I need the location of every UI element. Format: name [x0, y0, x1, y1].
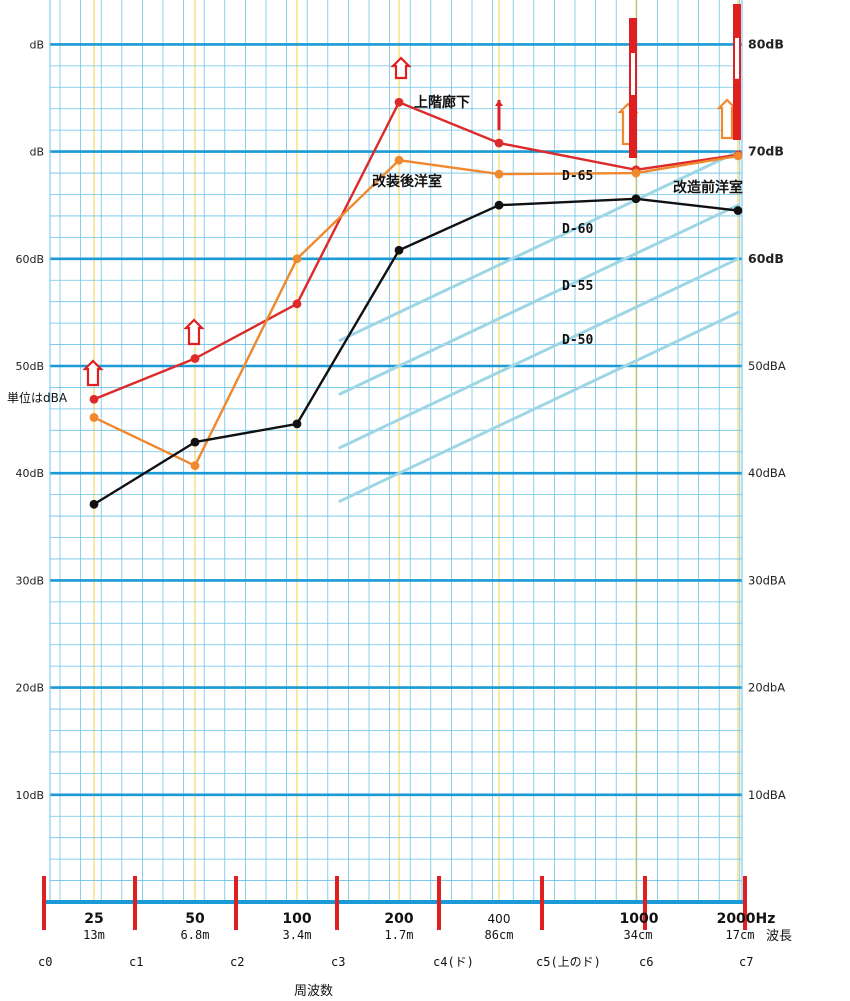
octave-label-5: c5(上のド)	[536, 955, 601, 969]
wavelength-label-3: 1.7m	[385, 928, 414, 942]
wavelength-title: 波長	[766, 929, 792, 944]
plot-area	[48, 0, 744, 902]
y-right-label-0: 80dB	[748, 36, 784, 51]
x-axis-title: 周波数	[294, 984, 333, 999]
y-right-label-1: 70dB	[748, 144, 784, 159]
y-left-label-1: dB	[29, 146, 44, 159]
y-right-label-6: 20dbA	[748, 681, 785, 695]
series-1-point-6	[733, 151, 743, 161]
x-tick-label-4: 400	[488, 912, 511, 926]
x-tick-label-5: 1000	[620, 911, 659, 927]
series-1-point-2	[292, 254, 302, 264]
up-arrow-marker-1	[183, 318, 205, 346]
series-2-point-4	[494, 200, 504, 210]
axes	[42, 876, 747, 930]
up-arrow-marker-0	[82, 359, 104, 387]
wavelength-label-0: 13m	[83, 928, 105, 942]
x-tick-label-6: 2000Hz	[717, 911, 776, 927]
d-curve-label-0: D-65	[562, 169, 593, 184]
series-1-point-4	[494, 169, 504, 179]
series-1-point-3	[394, 155, 404, 165]
wavelength-label-4: 86cm	[485, 928, 514, 942]
series-0-point-0	[89, 394, 99, 404]
series-1-point-0	[89, 413, 99, 422]
d-curve-label-1: D-60	[562, 222, 593, 237]
y-left-label-3: 50dB	[15, 360, 44, 373]
grid	[48, 0, 744, 902]
x-tick-label-3: 200	[384, 911, 413, 927]
data-series	[82, 4, 743, 509]
wavelength-label-2: 3.4m	[283, 928, 312, 942]
series-2-point-1	[190, 437, 200, 447]
y-left-label-7: 10dB	[15, 789, 44, 802]
series-1-point-1	[190, 461, 200, 471]
up-arrow-marker-5	[629, 18, 637, 158]
series-2-point-3	[394, 245, 404, 255]
y-right-label-2: 60dB	[748, 251, 784, 266]
octave-label-4: c4(ド)	[433, 955, 474, 969]
y-left-label-2: 60dB	[15, 253, 44, 266]
octave-label-3: c3	[331, 955, 345, 969]
y-left-label-0: dB	[29, 38, 44, 51]
wavelength-label-6: 17cm	[726, 928, 755, 942]
up-arrow-marker-7	[733, 4, 741, 140]
octave-label-7: c7	[739, 955, 753, 969]
octave-label-0: c0	[38, 955, 52, 969]
d-curve-3	[338, 310, 740, 503]
octave-label-2: c2	[230, 955, 244, 969]
wavelength-label-5: 34cm	[624, 928, 653, 942]
series-1-point-5	[631, 168, 641, 178]
octave-label-6: c6	[639, 955, 653, 969]
d-curve-1	[338, 203, 740, 396]
d-curve-2	[338, 257, 740, 450]
series-0-point-1	[190, 354, 200, 363]
series-2-point-2	[292, 419, 302, 429]
d-curve-label-3: D-50	[562, 333, 593, 348]
up-arrow-marker-2	[390, 56, 412, 80]
x-tick-label-1: 50	[185, 911, 205, 927]
y-left-label-6: 20dB	[15, 682, 44, 695]
series-2-point-6	[733, 206, 743, 215]
series-2-point-0	[89, 499, 99, 509]
octave-label-1: c1	[129, 955, 143, 969]
up-arrow-marker-3	[495, 100, 503, 130]
y-left-label-5: 30dB	[15, 574, 44, 587]
d-curves	[338, 150, 740, 503]
wavelength-label-1: 6.8m	[181, 928, 210, 942]
d-curve-label-2: D-55	[562, 279, 593, 294]
x-tick-label-0: 25	[84, 911, 103, 927]
y-right-label-7: 10dBA	[748, 788, 786, 802]
y-right-label-3: 50dBA	[748, 359, 786, 373]
series-label-1: 改装後洋室	[372, 173, 442, 190]
d-curve-0	[338, 150, 740, 342]
series-0-point-4	[494, 138, 504, 148]
up-arrow-marker-6	[716, 98, 738, 140]
unit-note: 単位はdBA	[7, 390, 68, 405]
y-right-label-4: 40dBA	[748, 466, 786, 480]
series-0-point-3	[394, 97, 404, 107]
x-tick-label-2: 100	[282, 911, 311, 927]
y-left-label-4: 40dB	[15, 467, 44, 480]
series-label-0: 上階廊下	[414, 94, 470, 111]
series-label-2: 改造前洋室	[673, 179, 743, 196]
y-right-label-5: 30dBA	[748, 573, 786, 587]
series-2-point-5	[631, 194, 641, 204]
series-0-point-2	[292, 299, 302, 309]
